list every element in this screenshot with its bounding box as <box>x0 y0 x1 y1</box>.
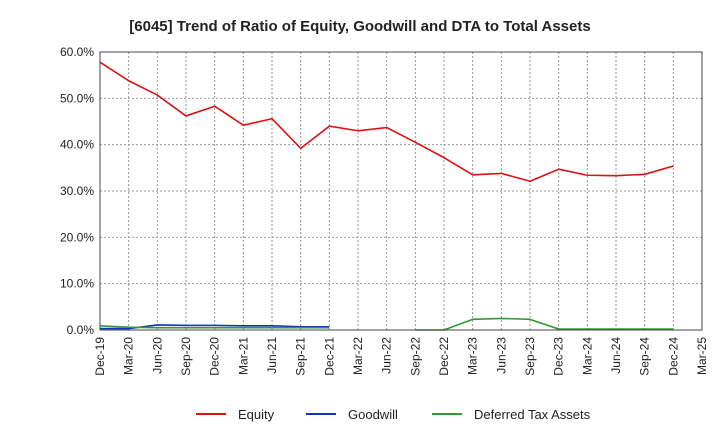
x-tick-label: Sep-23 <box>523 337 537 376</box>
y-axis: 0.0% 10.0% 20.0% 30.0% 40.0% 50.0% 60.0% <box>60 45 94 337</box>
x-tick-label: Dec-23 <box>552 337 566 376</box>
series-line-deferred-tax-assets <box>99 317 674 331</box>
y-tick-label: 60.0% <box>60 45 94 59</box>
x-tick-label: Sep-24 <box>638 337 652 376</box>
x-tick-label: Jun-24 <box>609 337 623 374</box>
x-tick-label: Dec-24 <box>666 337 680 376</box>
x-tick-label: Jun-22 <box>380 337 394 374</box>
legend-label: Equity <box>238 407 275 422</box>
y-tick-label: 0.0% <box>67 323 95 337</box>
grid <box>99 51 703 331</box>
x-tick-label: Dec-19 <box>93 337 107 376</box>
x-tick-label: Mar-22 <box>351 337 365 375</box>
y-tick-label: 20.0% <box>60 230 94 244</box>
x-axis: Dec-19 Mar-20 Jun-20 Sep-20 Dec-20 Mar-21 Jun-… <box>93 337 709 376</box>
chart-title: [6045] Trend of Ratio of Equity, Goodwil… <box>129 18 590 35</box>
x-tick-label: Dec-21 <box>322 337 336 376</box>
y-tick-label: 40.0% <box>60 138 94 152</box>
y-tick-label: 10.0% <box>60 277 94 291</box>
x-tick-label: Jun-23 <box>494 337 508 374</box>
x-tick-label: Mar-21 <box>236 337 250 375</box>
x-tick-label: Mar-23 <box>466 337 480 375</box>
x-tick-label: Dec-20 <box>208 337 222 376</box>
legend: Equity Goodwill Deferred Tax Assets <box>196 407 591 422</box>
plot-area-frame <box>99 51 703 331</box>
y-tick-label: 30.0% <box>60 184 94 198</box>
legend-label: Goodwill <box>348 407 398 422</box>
x-tick-label: Mar-20 <box>122 337 136 375</box>
x-tick-label: Jun-21 <box>265 337 279 374</box>
y-tick-label: 50.0% <box>60 91 94 105</box>
x-tick-label: Jun-20 <box>150 337 164 374</box>
x-tick-label: Sep-22 <box>408 337 422 376</box>
series-line-equity <box>99 61 674 183</box>
x-tick-label: Mar-24 <box>580 337 594 375</box>
x-tick-label: Sep-21 <box>294 337 308 376</box>
legend-label: Deferred Tax Assets <box>474 407 591 422</box>
x-tick-label: Mar-25 <box>695 337 709 375</box>
series-lines <box>99 61 674 331</box>
x-tick-label: Dec-22 <box>437 337 451 376</box>
x-tick-label: Sep-20 <box>179 337 193 376</box>
